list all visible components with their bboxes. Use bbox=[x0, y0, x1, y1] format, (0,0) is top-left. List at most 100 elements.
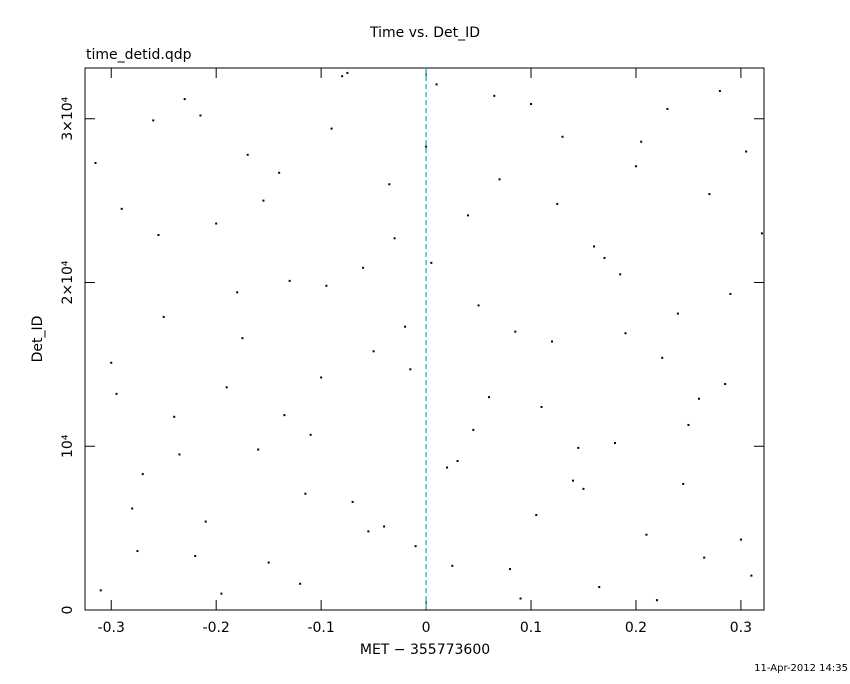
point bbox=[162, 315, 165, 318]
point bbox=[703, 556, 706, 559]
point bbox=[225, 386, 228, 389]
point bbox=[199, 114, 202, 117]
point bbox=[215, 222, 218, 225]
point bbox=[110, 361, 113, 364]
plot-frame bbox=[84, 67, 765, 611]
x-tick-label: -0.1 bbox=[307, 620, 334, 636]
footer-timestamp: 11-Apr-2012 14:35 bbox=[754, 663, 848, 674]
point bbox=[682, 482, 685, 485]
point bbox=[456, 459, 459, 462]
point bbox=[241, 337, 244, 340]
point bbox=[729, 292, 732, 295]
point bbox=[750, 574, 753, 577]
point bbox=[152, 119, 155, 122]
point bbox=[183, 98, 186, 101]
point bbox=[267, 561, 270, 564]
x-tick-label: 0.3 bbox=[730, 620, 752, 636]
point bbox=[687, 423, 690, 426]
point bbox=[708, 193, 711, 196]
point bbox=[613, 441, 616, 444]
point bbox=[99, 589, 102, 592]
point bbox=[320, 376, 323, 379]
point bbox=[220, 592, 223, 595]
point bbox=[556, 202, 559, 205]
point bbox=[246, 153, 249, 156]
point bbox=[309, 433, 312, 436]
point bbox=[236, 291, 239, 294]
point bbox=[425, 145, 428, 148]
y-tick-label: 2×10⁴ bbox=[60, 260, 76, 304]
point bbox=[141, 473, 144, 476]
point bbox=[519, 597, 522, 600]
point bbox=[509, 568, 512, 571]
point bbox=[94, 161, 97, 164]
x-tick-label: 0 bbox=[422, 620, 431, 636]
point bbox=[676, 312, 679, 315]
point bbox=[571, 479, 574, 482]
x-tick-label: -0.3 bbox=[98, 620, 125, 636]
point bbox=[577, 446, 580, 449]
point bbox=[561, 135, 564, 138]
point bbox=[624, 332, 627, 335]
point bbox=[435, 83, 438, 86]
point bbox=[446, 466, 449, 469]
point bbox=[467, 214, 470, 217]
point bbox=[299, 582, 302, 585]
chart-title: Time vs. Det_ID bbox=[369, 25, 480, 41]
y-tick-label: 3×10⁴ bbox=[60, 96, 76, 140]
point bbox=[288, 279, 291, 282]
point bbox=[724, 383, 727, 386]
point bbox=[346, 71, 349, 74]
y-tick-label: 0 bbox=[60, 606, 76, 615]
chart-subtitle: time_detid.qdp bbox=[86, 47, 192, 63]
point bbox=[283, 414, 286, 417]
point bbox=[718, 89, 721, 92]
point bbox=[472, 428, 475, 431]
x-axis-label: MET − 355773600 bbox=[360, 642, 490, 658]
point bbox=[661, 356, 664, 359]
point bbox=[304, 492, 307, 495]
point bbox=[619, 273, 622, 276]
point bbox=[194, 554, 197, 557]
point bbox=[514, 330, 517, 333]
point bbox=[204, 520, 207, 523]
point bbox=[115, 392, 118, 395]
point bbox=[383, 525, 386, 528]
point bbox=[404, 325, 407, 328]
x-tick-label: 0.2 bbox=[625, 620, 647, 636]
point bbox=[488, 396, 491, 399]
point bbox=[598, 586, 601, 589]
point bbox=[414, 545, 417, 548]
point bbox=[362, 266, 365, 269]
point bbox=[582, 487, 585, 490]
point bbox=[136, 550, 139, 553]
point bbox=[388, 183, 391, 186]
y-axis-label: Det_ID bbox=[30, 316, 46, 363]
point bbox=[451, 564, 454, 567]
point bbox=[535, 514, 538, 517]
point bbox=[120, 207, 123, 210]
point bbox=[530, 103, 533, 106]
point bbox=[745, 150, 748, 153]
point bbox=[697, 397, 700, 400]
point bbox=[592, 245, 595, 248]
point bbox=[257, 448, 260, 451]
point bbox=[551, 340, 554, 343]
point bbox=[634, 165, 637, 168]
point bbox=[498, 178, 501, 181]
point bbox=[493, 94, 496, 97]
point bbox=[367, 530, 370, 533]
point bbox=[173, 415, 176, 418]
x-tick-label: -0.2 bbox=[203, 620, 230, 636]
point bbox=[325, 284, 328, 287]
y-tick-label: 10⁴ bbox=[60, 434, 76, 458]
point bbox=[540, 405, 543, 408]
point bbox=[760, 232, 763, 235]
point bbox=[351, 500, 354, 503]
point bbox=[341, 75, 344, 78]
point bbox=[330, 127, 333, 130]
point bbox=[655, 599, 658, 602]
x-tick-label: 0.1 bbox=[520, 620, 542, 636]
point bbox=[603, 256, 606, 259]
